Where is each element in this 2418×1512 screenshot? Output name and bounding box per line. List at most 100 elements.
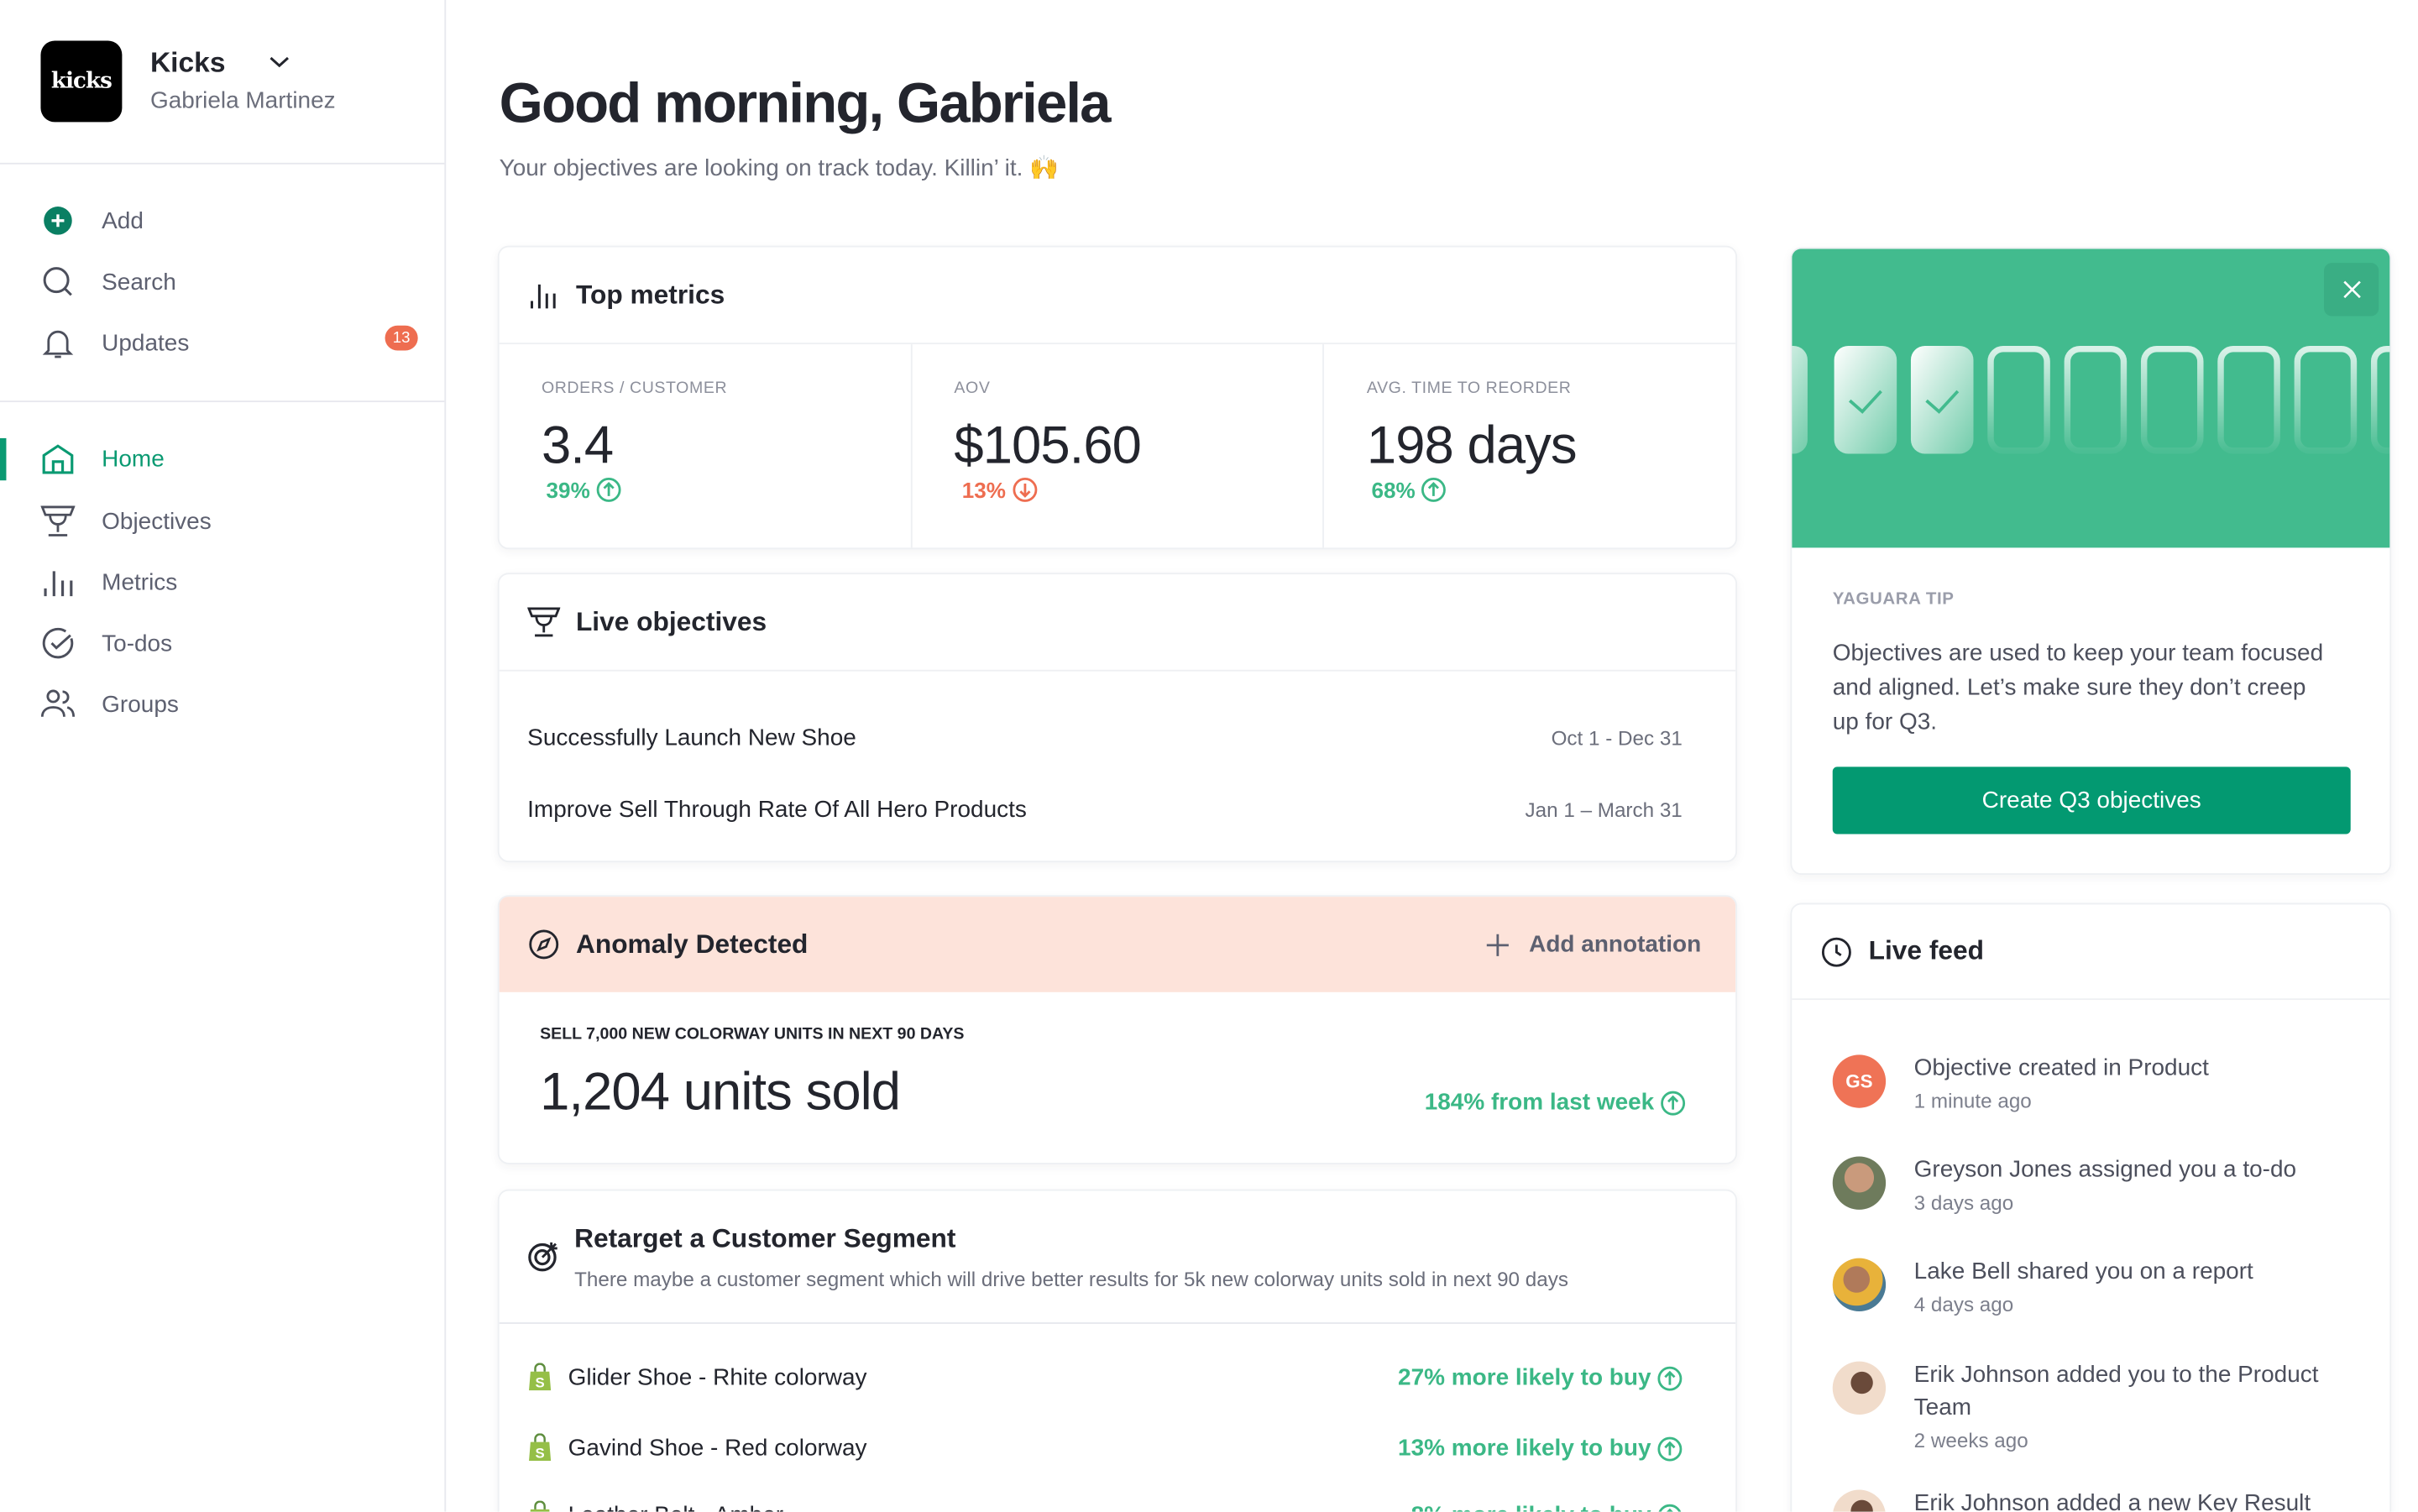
updates-badge: 13 — [385, 325, 418, 351]
card-title: Retarget a Customer Segment — [574, 1223, 956, 1254]
metric-value: 198 days — [1366, 416, 1578, 476]
arrow-up-circle-icon — [1657, 1436, 1683, 1461]
metric-time-to-reorder[interactable]: AVG. TIME TO REORDER 198 days 68% — [1325, 344, 1736, 547]
workspace-user: Gabriela Martinez — [149, 87, 336, 115]
sidebar-item-home[interactable]: Home — [0, 435, 444, 482]
objective-dates: Oct 1 - Dec 31 — [1551, 725, 1683, 750]
sidebar-item-label: To-dos — [102, 630, 173, 657]
card-title: Live objectives — [575, 606, 767, 636]
arrow-up-circle-icon — [596, 477, 621, 502]
compass-icon — [529, 929, 559, 960]
top-metrics-card: Top metrics ORDERS / CUSTOMER 3.4 39% AO… — [497, 245, 1738, 550]
add-annotation-label: Add annotation — [1529, 931, 1702, 958]
plus-circle-icon — [44, 207, 72, 235]
sidebar-action-updates[interactable]: Updates — [0, 319, 444, 366]
metric-label: ORDERS / CUSTOMER — [541, 379, 728, 398]
metric-delta: 39% — [546, 477, 590, 503]
tip-illustration — [1792, 249, 2390, 548]
sidebar-item-label: Metrics — [102, 568, 178, 596]
search-icon — [43, 267, 72, 296]
clock-icon — [1821, 936, 1851, 966]
check-circle-icon — [42, 627, 74, 659]
chevron-down-icon[interactable] — [268, 53, 291, 71]
anomaly-label: SELL 7,000 NEW COLORWAY UNITS IN NEXT 90… — [540, 1024, 965, 1044]
segment-name: Gavind Shoe - Red colorway — [568, 1435, 867, 1462]
close-tip-button[interactable] — [2324, 263, 2379, 317]
avatar — [1832, 1489, 1887, 1512]
segment-likelihood: 8% more likely to buy — [1411, 1502, 1651, 1511]
card-description: There maybe a customer segment which wil… — [574, 1267, 1568, 1291]
sidebar-action-label: Add — [102, 207, 144, 234]
arrow-up-circle-icon — [1658, 1503, 1682, 1512]
metric-value: $105.60 — [954, 416, 1142, 476]
workspace-logo[interactable]: kicks — [40, 40, 123, 123]
svg-text:S: S — [535, 1374, 544, 1390]
bell-icon — [42, 330, 74, 358]
objective-row[interactable]: Improve Sell Through Rate Of All Hero Pr… — [527, 797, 1683, 824]
avatar — [1832, 1156, 1887, 1210]
tip-card: YAGUARA TIP Objectives are used to keep … — [1790, 247, 2392, 875]
feed-text: Erik Johnson added a new Key Result — [1913, 1489, 2311, 1512]
live-feed-card: Live feed GS Objective created in Produc… — [1790, 902, 2392, 1512]
workspace-name[interactable]: Kicks — [149, 46, 226, 79]
objective-name: Improve Sell Through Rate Of All Hero Pr… — [527, 796, 1027, 824]
bar-chart-icon — [44, 571, 73, 597]
metric-label: AOV — [954, 379, 991, 398]
arrow-up-circle-icon — [1421, 477, 1447, 502]
trophy-icon — [40, 505, 76, 536]
create-q3-objectives-button[interactable]: Create Q3 objectives — [1832, 766, 2351, 834]
sidebar-item-label: Groups — [102, 690, 179, 718]
sidebar-item-metrics[interactable]: Metrics — [0, 558, 444, 605]
close-icon — [2342, 280, 2360, 299]
feed-text: Erik Johnson added you to the Product Te… — [1913, 1361, 2319, 1421]
active-indicator — [0, 437, 7, 481]
bar-chart-icon — [530, 284, 556, 309]
add-annotation-button[interactable]: Add annotation — [1485, 931, 1701, 958]
avatar — [1832, 1361, 1887, 1415]
feed-time: 3 days ago — [1913, 1190, 2014, 1215]
segment-likelihood: 13% more likely to buy — [1398, 1435, 1651, 1462]
arrow-down-circle-icon — [1012, 477, 1037, 502]
anomaly-value: 1,204 units sold — [540, 1062, 901, 1122]
svg-text:S: S — [535, 1445, 544, 1461]
page-subtitle: Your objectives are looking on track tod… — [499, 154, 1059, 182]
sidebar-item-label: Objectives — [102, 507, 212, 535]
objective-name: Successfully Launch New Shoe — [527, 725, 856, 751]
segment-row[interactable]: S Gavind Shoe - Red colorway 13% more like… — [527, 1433, 1683, 1462]
retarget-card: Retarget a Customer Segment There maybe … — [497, 1189, 1738, 1512]
sidebar-action-label: Updates — [102, 329, 190, 357]
arrow-up-circle-icon — [1657, 1365, 1683, 1390]
feed-time: 4 days ago — [1913, 1292, 2014, 1316]
shopify-bag-icon: S — [529, 1433, 552, 1461]
anomaly-change: 184% from last week — [1424, 1089, 1655, 1117]
segment-row[interactable]: S Glider Shoe - Rhite colorway 27% more li… — [527, 1363, 1683, 1393]
sidebar-item-objectives[interactable]: Objectives — [0, 498, 444, 545]
segment-name: Glider Shoe - Rhite colorway — [568, 1364, 867, 1392]
metric-aov[interactable]: AOV $105.60 13% — [912, 344, 1325, 548]
feed-text: Greyson Jones assigned you a to-do — [1913, 1156, 2297, 1184]
feed-time: 1 minute ago — [1913, 1089, 2032, 1113]
segment-likelihood: 27% more likely to buy — [1398, 1364, 1651, 1392]
users-icon — [40, 689, 76, 717]
trophy-icon — [527, 607, 561, 637]
checklist-illustration — [1792, 345, 2390, 454]
sidebar-action-add[interactable]: Add — [0, 197, 444, 244]
tip-text: Objectives are used to keep your team fo… — [1832, 640, 2324, 736]
feed-text: Lake Bell shared you on a report — [1913, 1258, 2253, 1285]
tip-eyebrow: YAGUARA TIP — [1832, 589, 1955, 610]
objective-row[interactable]: Successfully Launch New Shoe Oct 1 - Dec … — [527, 725, 1683, 751]
sidebar-item-groups[interactable]: Groups — [0, 681, 444, 728]
card-title: Anomaly Detected — [575, 929, 809, 959]
segment-row[interactable]: S Leather Belt - Amber 8% more likely to b… — [527, 1500, 1683, 1512]
metric-orders-per-customer[interactable]: ORDERS / CUSTOMER 3.4 39% — [500, 344, 913, 548]
anomaly-card: Anomaly Detected Add annotation SELL 7,0… — [497, 895, 1738, 1164]
feed-time: 2 weeks ago — [1913, 1428, 2028, 1452]
metric-delta: 68% — [1371, 477, 1416, 503]
sidebar-action-search[interactable]: Search — [0, 259, 444, 306]
shopify-bag-icon: S — [530, 1500, 550, 1512]
sidebar-item-todos[interactable]: To-dos — [0, 620, 444, 667]
avatar — [1832, 1258, 1887, 1312]
avatar: GS — [1832, 1054, 1887, 1108]
metric-value: 3.4 — [541, 416, 614, 476]
metric-delta: 13% — [961, 477, 1006, 503]
